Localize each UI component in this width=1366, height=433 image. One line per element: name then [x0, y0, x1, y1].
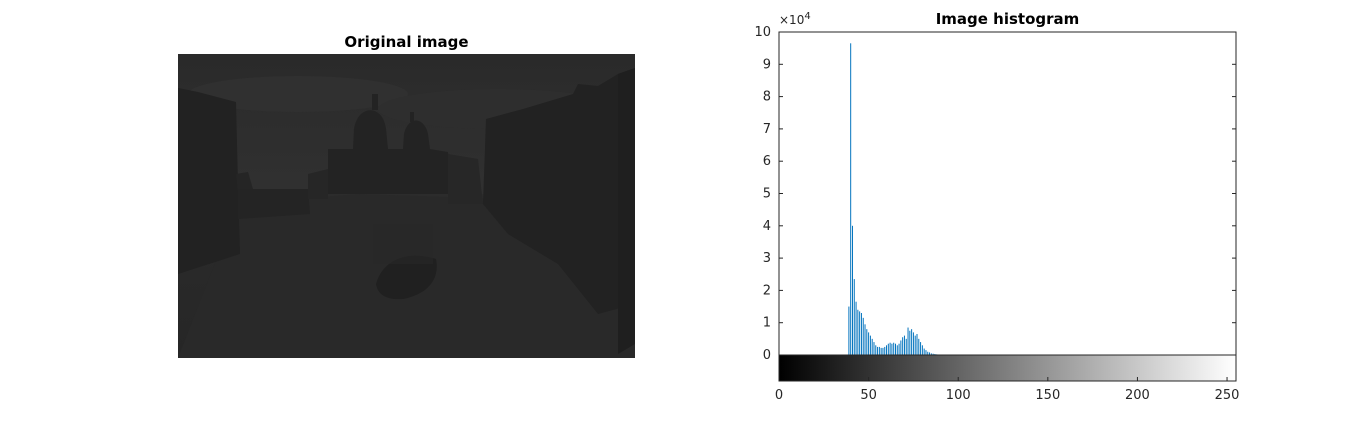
histogram-bar	[860, 313, 862, 355]
y-tick-label: 10	[754, 25, 771, 40]
y-tick-label: 7	[763, 122, 771, 137]
histogram-bar	[873, 342, 875, 355]
histogram-bar	[927, 351, 929, 355]
histogram-bar	[916, 334, 918, 355]
histogram-bar	[896, 345, 898, 355]
histogram-bars	[848, 43, 941, 356]
histogram-bar	[894, 343, 896, 355]
y-tick-label: 0	[763, 348, 771, 363]
histogram-bar	[893, 342, 895, 355]
original-image-title: Original image	[344, 33, 469, 51]
histogram-bar	[912, 332, 914, 355]
x-tick-label: 150	[1035, 388, 1060, 403]
histogram-bar	[889, 342, 891, 355]
histogram-bar	[880, 347, 882, 355]
histogram-bar	[850, 43, 852, 356]
histogram-bar	[918, 338, 920, 355]
histogram-bar	[891, 343, 893, 355]
y-tick-label: 4	[763, 219, 771, 234]
x-tick-label: 0	[775, 388, 783, 403]
histogram-bar	[921, 345, 923, 355]
y-tick-label: 8	[763, 90, 771, 105]
histogram-bar	[902, 337, 904, 355]
histogram-bar	[900, 340, 902, 355]
histogram-bar	[903, 335, 905, 355]
histogram-bar	[923, 348, 925, 355]
x-tick-label: 250	[1215, 388, 1240, 403]
histogram-bar	[886, 345, 888, 355]
y-tick-label: 6	[763, 154, 771, 169]
histogram-bar	[859, 311, 861, 355]
histogram-bar	[905, 338, 907, 355]
histogram-bar	[932, 353, 934, 355]
x-tick-label: 50	[860, 388, 877, 403]
histogram-bar	[882, 347, 884, 355]
y-tick-label: 2	[763, 283, 771, 298]
y-tick-label: 3	[763, 251, 771, 266]
histogram-bar	[855, 301, 857, 355]
histogram-bar	[877, 346, 879, 355]
histogram-bar	[907, 327, 909, 355]
y-tick-label: 5	[763, 187, 771, 202]
colorbar-gradient	[778, 354, 1237, 382]
histogram-title: Image histogram	[935, 10, 1080, 28]
histogram-bar	[871, 338, 873, 355]
histogram-bar	[853, 279, 855, 355]
histogram-bar	[869, 335, 871, 355]
histogram-bar	[851, 225, 853, 355]
y-tick-label: 9	[763, 57, 771, 72]
histogram-bar	[930, 353, 932, 355]
histogram-bar	[875, 345, 877, 355]
histogram-bar	[848, 306, 850, 355]
histogram-bar	[862, 317, 864, 355]
histogram-bar	[868, 332, 870, 355]
histogram-bar	[878, 346, 880, 355]
histogram-bar	[909, 330, 911, 355]
histogram-bar	[884, 346, 886, 355]
y-tick-label: 1	[763, 316, 771, 331]
histogram-bar	[914, 335, 916, 355]
x-tick-label: 100	[946, 388, 971, 403]
histogram-bar	[920, 342, 922, 355]
original-image	[178, 54, 635, 358]
plot-area	[779, 32, 1236, 355]
histogram-bar	[866, 329, 868, 355]
histogram-bar	[898, 343, 900, 355]
histogram-bar	[911, 329, 913, 355]
histogram-bar	[929, 352, 931, 355]
histogram-bar	[887, 343, 889, 355]
x-tick-label: 200	[1125, 388, 1150, 403]
y-exponent-label: ×104	[779, 11, 811, 27]
histogram-bar	[864, 324, 866, 355]
histogram-bar	[857, 309, 859, 355]
grayscale-colorbar	[778, 354, 1237, 382]
histogram-bar	[925, 350, 927, 355]
